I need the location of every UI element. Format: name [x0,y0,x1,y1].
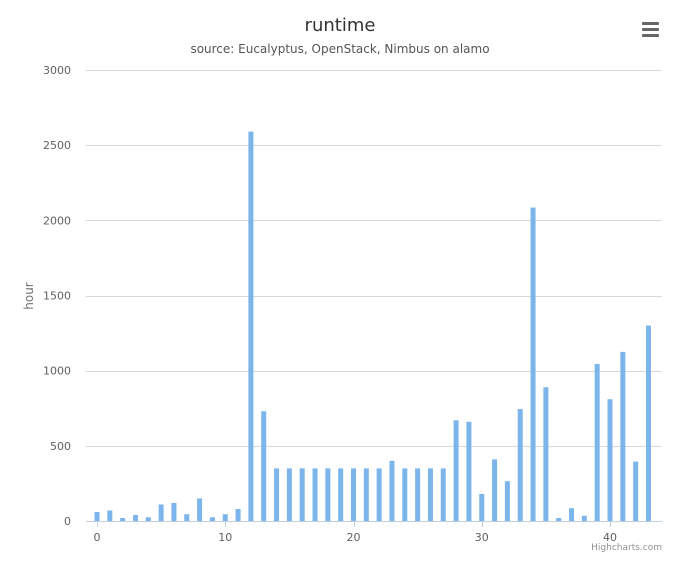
bar[interactable] [492,459,498,521]
gridlines [86,70,662,447]
bar[interactable] [620,351,626,521]
y-tick-label: 0 [64,515,71,528]
bar[interactable] [543,387,549,521]
bar[interactable] [402,468,408,521]
chart-subtitle: source: Eucalyptus, OpenStack, Nimbus on… [190,42,490,56]
bar[interactable] [338,468,344,521]
bar[interactable] [132,514,138,521]
y-axis-tick-labels: 0 500 1000 1500 2000 2500 3000 [43,64,71,528]
bar[interactable] [581,515,587,521]
x-tick-label: 10 [218,531,232,544]
bar[interactable] [145,517,151,521]
bar[interactable] [235,508,241,521]
bar-series [94,131,651,522]
bar[interactable] [466,421,472,521]
bar[interactable] [607,399,613,521]
hamburger-menu-icon-bar-2 [642,28,659,31]
y-tick-label: 2500 [43,139,71,152]
bar[interactable] [440,468,446,521]
bar[interactable] [389,460,395,521]
bar[interactable] [645,325,651,521]
bar[interactable] [325,468,331,521]
bar[interactable] [209,517,215,521]
bar[interactable] [453,420,459,521]
bar[interactable] [197,498,203,521]
bar[interactable] [556,517,562,521]
hamburger-menu-icon [642,22,659,25]
bar[interactable] [312,468,318,521]
bar[interactable] [504,481,510,521]
bar[interactable] [415,468,421,521]
bar[interactable] [222,514,228,521]
bar[interactable] [363,468,369,521]
x-tick-label: 20 [347,531,361,544]
bar[interactable] [261,411,267,521]
bar[interactable] [94,511,100,521]
bar[interactable] [376,468,382,521]
hamburger-menu-icon-bar-3 [642,34,659,37]
y-tick-label: 1000 [43,365,71,378]
x-tick-label: 30 [475,531,489,544]
context-menu-button[interactable] [639,19,663,41]
y-tick-label: 500 [50,440,71,453]
x-axis-tick-labels: 0 10 20 30 40 [94,521,617,544]
bar[interactable] [299,468,305,521]
bar[interactable] [107,510,113,521]
y-axis-title: hour [22,282,36,310]
credits-link[interactable]: Highcharts.com [591,543,662,553]
bar[interactable] [427,468,433,521]
bar[interactable] [286,468,292,521]
bar[interactable] [569,508,575,521]
x-tick-label: 40 [603,531,617,544]
bar[interactable] [120,517,126,521]
x-tick-label: 0 [94,531,101,544]
y-tick-label: 2000 [43,214,71,227]
y-tick-label: 1500 [43,290,71,303]
bar[interactable] [248,131,254,522]
bar[interactable] [517,409,523,521]
bar[interactable] [633,461,639,521]
bar[interactable] [158,504,164,521]
bar[interactable] [530,207,536,521]
bar[interactable] [171,502,177,521]
bar[interactable] [594,363,600,521]
bar[interactable] [479,493,485,521]
bar[interactable] [274,468,280,521]
bar[interactable] [351,468,356,521]
chart-title: runtime [304,15,376,36]
bar[interactable] [184,514,190,521]
y-tick-label: 3000 [43,64,71,77]
